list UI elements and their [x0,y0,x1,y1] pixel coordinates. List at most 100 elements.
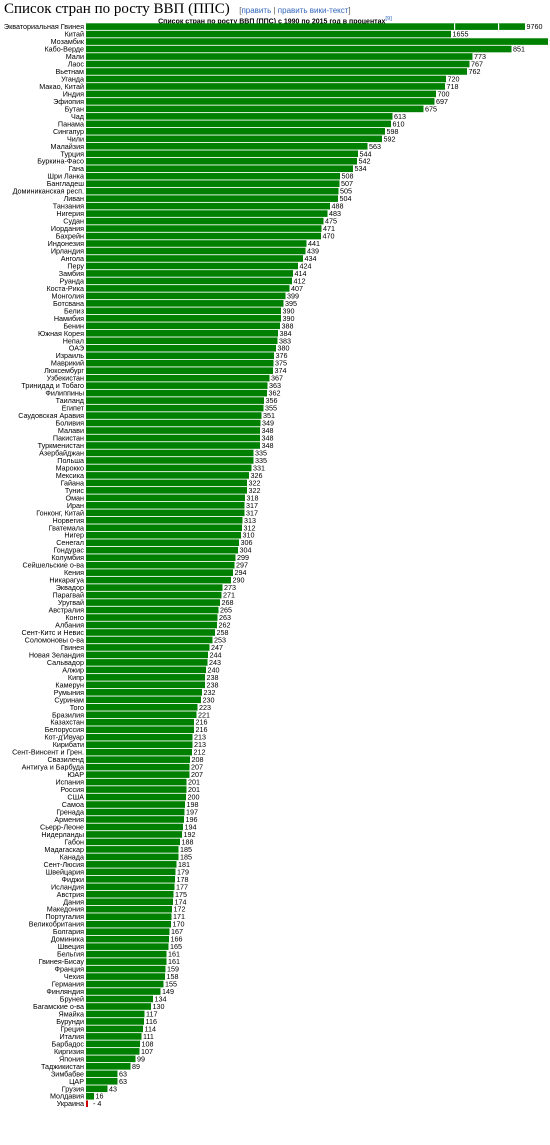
bar [86,733,193,741]
bar [86,711,197,719]
bar [86,38,548,45]
bar [86,60,470,68]
bar [86,105,424,113]
bar [86,202,330,210]
bar [86,427,260,434]
category-label: Чад [71,112,85,121]
value-label: 194 [185,822,197,831]
edit-link[interactable]: править [241,6,272,15]
category-label: Кения [64,568,84,577]
category-label: Вьетнам [56,67,85,76]
value-label: 773 [474,52,486,61]
bar [86,516,243,524]
value-label: 165 [170,942,182,951]
value-label: 297 [236,561,248,570]
bar [86,374,270,382]
value-label: 507 [341,179,353,188]
bar [86,883,175,891]
category-label: Израиль [56,351,85,360]
category-label: Киргизия [54,1047,84,1056]
value-label: 349 [262,419,274,428]
bar [86,741,193,748]
category-label: Ямайка [59,1009,84,1018]
value-label: 188 [182,837,194,846]
bar [86,861,177,868]
edit-bracket-open: [ [239,6,242,15]
category-label: Уругвай [58,598,84,607]
bar [86,240,307,247]
category-label: Швейцария [46,867,84,876]
bar [86,696,201,704]
value-label: 367 [271,374,283,383]
category-label: Сент-Люсия [44,860,85,869]
bar [86,584,223,591]
value-label: 475 [325,217,337,226]
category-label: Замбия [59,269,84,278]
category-label: Мадагаскар [44,845,84,854]
value-label: 197 [186,808,198,817]
category-label: Болгария [53,927,84,936]
category-label: Грузия [62,1084,84,1093]
bar [86,816,184,823]
category-label: Туркменистан [38,441,84,450]
bar [86,225,322,232]
category-label: Норвегия [53,516,85,525]
bar [86,142,368,150]
category-label: Доминика [51,935,84,944]
category-label: Албания [55,621,84,630]
bar [86,935,169,943]
value-label: 262 [219,621,231,630]
bar [86,748,192,756]
bar [86,292,286,300]
value-label: 208 [192,755,204,764]
category-label: Экваториальная Гвинея [4,22,84,31]
page-title: Список стран по росту ВВП (ППС) [4,1,230,17]
category-label: Дания [63,897,84,906]
category-label: Марокко [56,463,84,472]
bar [86,546,238,554]
bar [86,890,174,898]
bar [86,1040,140,1048]
bar [86,905,172,913]
value-label: 767 [471,60,483,69]
edit-wikitext-link[interactable]: править вики-текст [277,6,349,15]
category-label: Камерун [55,680,84,689]
bar [86,150,358,158]
value-label: 134 [155,995,167,1004]
category-label: Доминиканская респ. [13,187,84,196]
category-label: Бенин [63,321,84,330]
value-label: 117 [146,1009,157,1018]
value-label: 471 [323,224,335,233]
value-label: 179 [177,867,189,876]
value-label: 177 [176,882,188,891]
chart-title-footnote[interactable]: [9] [385,16,392,22]
bar [86,1048,140,1055]
bar [86,629,215,636]
category-label: Япония [59,1054,84,1063]
edit-separator: | [273,6,276,15]
value-label: 170 [173,920,185,929]
value-label: 356 [266,396,278,405]
bar [86,277,292,285]
value-label: 111 [143,1032,154,1041]
category-label: Эквадор [56,583,84,592]
value-label: 439 [307,247,319,256]
category-label: Узбекистан [47,374,84,383]
value-label: 322 [249,478,261,487]
bar [86,973,165,980]
bar [86,644,210,651]
value-label: 434 [305,254,317,263]
category-label: Бразилия [52,710,84,719]
value-label: 271 [223,591,235,600]
category-label: Нигерия [56,209,84,218]
category-label: Иордания [51,224,84,233]
value-label: 504 [340,194,352,203]
value-label: 201 [188,778,200,787]
category-label: Буркина-Фасо [37,157,84,166]
category-label: Исландия [51,882,84,891]
category-label: Зимбабве [51,1069,84,1078]
value-label: 1655 [453,30,469,39]
category-label: Боливия [56,419,85,428]
value-label: 185 [180,845,192,854]
bar [86,689,202,696]
